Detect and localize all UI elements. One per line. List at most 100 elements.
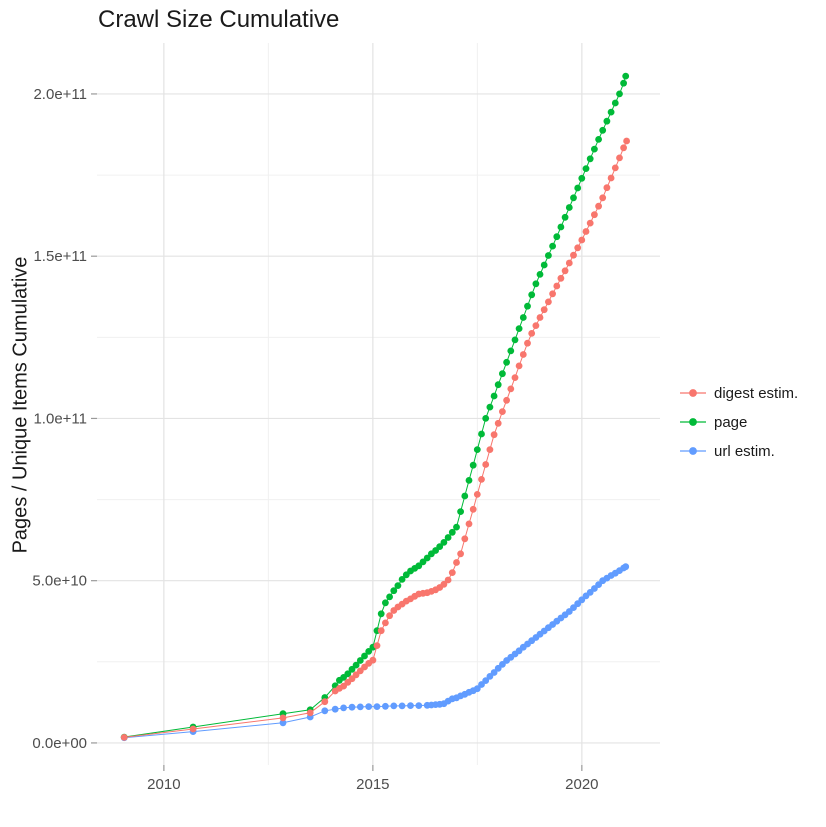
data-point-digest-estim-	[545, 298, 552, 306]
data-point-page	[524, 302, 531, 310]
legend-item-page: page	[678, 411, 798, 433]
data-point-digest-estim-	[321, 698, 329, 706]
data-point-digest-estim-	[536, 314, 544, 321]
legend-key-icon	[680, 447, 706, 455]
data-point-digest-estim-	[478, 476, 485, 483]
data-point-page	[499, 370, 506, 378]
data-point-page	[565, 204, 573, 211]
legend-key-icon	[680, 389, 706, 397]
data-point-page	[423, 554, 431, 562]
data-point-url-estim-	[348, 703, 356, 711]
data-point-digest-estim-	[507, 385, 515, 393]
data-point-page	[361, 652, 368, 660]
data-point-url-estim-	[365, 703, 373, 710]
data-point-digest-estim-	[377, 627, 385, 635]
data-point-page	[382, 599, 389, 607]
data-point-digest-estim-	[499, 408, 506, 415]
data-point-digest-estim-	[528, 330, 536, 337]
data-point-digest-estim-	[540, 306, 548, 314]
chart-title: Crawl Size Cumulative	[98, 6, 340, 33]
data-point-url-estim-	[622, 563, 630, 571]
data-point-digest-estim-	[553, 282, 561, 290]
data-point-digest-estim-	[565, 259, 573, 267]
data-point-page	[536, 271, 544, 278]
data-point-digest-estim-	[448, 569, 456, 576]
legend-item-url-estim-: url estim.	[678, 440, 798, 462]
data-point-digest-estim-	[469, 505, 477, 513]
data-point-page	[607, 108, 615, 116]
data-point-digest-estim-	[574, 244, 582, 252]
data-point-page	[486, 403, 494, 411]
data-point-page	[494, 381, 502, 389]
data-point-page	[595, 136, 602, 143]
data-point-digest-estim-	[515, 362, 523, 370]
data-point-page	[444, 534, 452, 541]
data-point-digest-estim-	[503, 396, 510, 404]
data-point-url-estim-	[482, 677, 490, 684]
data-point-digest-estim-	[486, 446, 494, 453]
data-point-page	[616, 90, 623, 98]
data-point-page	[478, 430, 485, 438]
data-point-url-estim-	[356, 703, 364, 711]
data-point-page	[457, 508, 464, 515]
y-tick-label: 2.0e+11	[33, 86, 87, 103]
data-point-page	[448, 528, 456, 536]
data-point-url-estim-	[415, 702, 423, 709]
data-point-digest-estim-	[549, 290, 556, 298]
data-point-digest-estim-	[494, 419, 502, 427]
data-point-digest-estim-	[511, 374, 519, 381]
data-point-digest-estim-	[386, 612, 393, 620]
data-point-url-estim-	[390, 702, 398, 710]
data-point-digest-estim-	[519, 351, 527, 358]
data-point-page	[528, 291, 536, 299]
data-point-digest-estim-	[189, 725, 197, 733]
data-point-digest-estim-	[524, 339, 531, 347]
data-point-page	[578, 174, 586, 182]
data-point-page	[591, 145, 598, 153]
data-point-page	[394, 582, 402, 589]
data-point-digest-estim-	[461, 535, 469, 543]
data-point-page	[519, 314, 527, 321]
data-point-digest-estim-	[373, 642, 381, 649]
data-point-page	[532, 280, 540, 288]
data-point-url-estim-	[340, 704, 347, 712]
legend-label: url estim.	[714, 442, 775, 460]
data-point-digest-estim-	[453, 559, 460, 566]
data-point-digest-estim-	[473, 491, 481, 498]
data-point-page	[436, 543, 444, 550]
data-point-page	[582, 165, 590, 173]
legend-item-digest-estim-: digest estim.	[678, 382, 798, 404]
data-point-page	[620, 79, 627, 87]
data-point-url-estim-	[398, 702, 406, 710]
data-point-digest-estim-	[570, 251, 577, 259]
data-point-page	[599, 126, 607, 134]
data-point-url-estim-	[382, 702, 389, 710]
data-point-page	[386, 593, 393, 601]
y-tick-label: 1.5e+11	[33, 248, 87, 265]
data-point-url-estim-	[279, 719, 287, 727]
data-point-digest-estim-	[623, 137, 630, 145]
data-point-digest-estim-	[279, 714, 287, 722]
y-tick-label: 0.0e+00	[32, 735, 87, 752]
data-point-page	[377, 610, 385, 618]
data-point-page	[356, 657, 364, 664]
data-point-digest-estim-	[557, 274, 565, 282]
x-tick-label: 2015	[356, 776, 389, 793]
data-point-digest-estim-	[440, 580, 448, 588]
data-point-digest-estim-	[120, 734, 128, 741]
data-point-page	[515, 325, 523, 332]
data-point-digest-estim-	[599, 194, 607, 202]
data-point-page	[473, 446, 481, 453]
data-point-digest-estim-	[306, 709, 314, 717]
x-tick-label: 2010	[147, 776, 180, 793]
data-point-page	[344, 670, 352, 678]
data-point-digest-estim-	[586, 219, 594, 227]
data-point-page	[482, 415, 490, 422]
data-point-url-estim-	[407, 702, 414, 709]
data-point-url-estim-	[490, 669, 498, 676]
data-point-page	[469, 461, 477, 469]
data-point-page	[574, 184, 582, 192]
data-point-digest-estim-	[444, 576, 452, 584]
